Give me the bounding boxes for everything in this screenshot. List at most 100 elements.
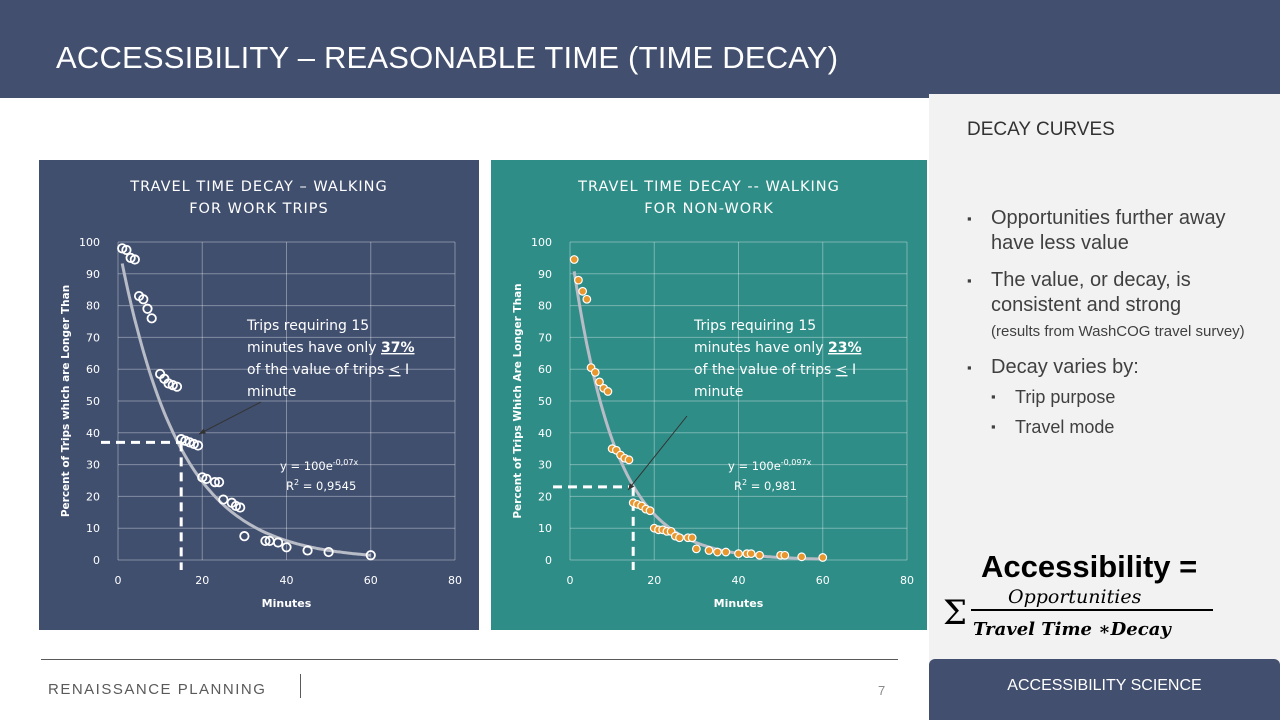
data-point — [704, 546, 714, 555]
data-point — [687, 533, 697, 543]
y-tick-label: 80 — [538, 300, 552, 313]
section-label: ACCESSIBILITY SCIENCE — [929, 659, 1280, 720]
data-point — [171, 381, 183, 392]
annotation-line: of the value of trips < I — [247, 362, 409, 378]
sidebar-panel: DECAY CURVES Opportunities further away … — [929, 94, 1280, 720]
section-label-text: ACCESSIBILITY SCIENCE — [1007, 677, 1202, 694]
data-point — [235, 502, 246, 513]
x-tick-label: 20 — [195, 574, 209, 587]
y-tick-label: 10 — [538, 522, 552, 535]
annotation-percent: 37% — [381, 340, 415, 356]
x-tick-label: 80 — [900, 574, 914, 587]
y-tick-label: 0 — [93, 554, 100, 567]
data-point — [129, 254, 140, 265]
bullet-note: (results from WashCOG travel survey) — [991, 323, 1245, 340]
x-tick-label: 60 — [816, 574, 830, 587]
data-point — [721, 547, 731, 557]
annotation-le: < — [836, 362, 848, 378]
data-point — [713, 547, 722, 557]
chart-title-line: TRAVEL TIME DECAY – WALKING — [129, 179, 388, 195]
chart-work-svg: TRAVEL TIME DECAY – WALKING FOR WORK TRIP… — [60, 179, 462, 610]
bullet-list: Opportunities further away have less val… — [967, 206, 1257, 450]
data-point — [780, 550, 790, 560]
data-point — [578, 286, 588, 296]
trend-exponent: -0,07x — [333, 458, 359, 467]
data-point — [734, 549, 743, 559]
x-tick-label: 40 — [280, 574, 294, 587]
trendline — [572, 271, 823, 561]
data-point — [214, 476, 225, 488]
brand-logo-text: RENAISSANCE PLANNING — [48, 681, 267, 698]
data-point — [574, 275, 583, 285]
data-point — [590, 367, 600, 377]
accessibility-formula: Accessibility = Σ Opportunities Travel T… — [943, 549, 1213, 640]
data-point — [302, 545, 313, 556]
bullet-text: The value, or decay, is consistent and s… — [991, 269, 1191, 316]
x-axis-label: Minutes — [262, 597, 312, 610]
data-point — [582, 294, 592, 304]
annotation-line: minute — [247, 384, 296, 400]
formula-numerator: Opportunities — [1008, 586, 1142, 608]
x-tick-label: 0 — [115, 574, 122, 587]
data-point — [691, 544, 701, 554]
r-squared-sup: 2 — [294, 478, 299, 487]
annotation-line: Trips requiring 15 — [246, 318, 369, 334]
y-tick-label: 70 — [538, 331, 552, 344]
y-tick-label: 30 — [86, 459, 100, 472]
x-tick-label: 40 — [732, 574, 746, 587]
y-tick-label: 40 — [86, 427, 100, 440]
data-point — [595, 377, 604, 387]
chart-non-work-trips: TRAVEL TIME DECAY -- WALKING FOR NON-WORK… — [491, 160, 927, 630]
y-tick-label: 30 — [538, 459, 552, 472]
annotation-le: < — [389, 362, 401, 378]
r-squared-value: = 0,981 — [747, 479, 797, 493]
y-tick-label: 50 — [538, 395, 552, 408]
footer-divider — [41, 659, 898, 660]
data-point — [365, 550, 376, 561]
bullet-text: Decay varies by: — [991, 356, 1139, 378]
data-point — [146, 313, 157, 324]
annotation-arrow — [198, 401, 262, 435]
bullet-text: Opportunities further away have less val… — [991, 207, 1226, 254]
sub-bullet-item: Travel mode — [991, 416, 1257, 438]
y-tick-label: 60 — [538, 363, 552, 376]
data-point — [239, 531, 250, 542]
annotation-arrowhead — [628, 483, 635, 490]
annotation-arrow — [627, 415, 688, 491]
chart-title-line: TRAVEL TIME DECAY -- WALKING — [577, 179, 840, 195]
y-tick-label: 20 — [86, 490, 100, 503]
bullet-item: Opportunities further away have less val… — [967, 206, 1257, 256]
trend-equation: y = 100e-0,097x — [728, 458, 812, 473]
page-number: 7 — [878, 683, 886, 698]
x-tick-label: 20 — [647, 574, 661, 587]
y-tick-label: 20 — [538, 490, 552, 503]
y-axis-label: Percent of Trips Which Are Longer Than — [512, 283, 524, 518]
chart-title-line: FOR WORK TRIPS — [189, 201, 329, 217]
annotation-line: Trips requiring 15 — [693, 318, 816, 334]
data-point — [818, 553, 828, 562]
formula-denominator: Travel Time ∗Decay — [973, 619, 1172, 640]
y-tick-label: 50 — [86, 395, 100, 408]
data-point — [218, 494, 229, 505]
chart-non-work-svg: TRAVEL TIME DECAY -- WALKING FOR NON-WORK… — [512, 179, 914, 610]
y-tick-label: 40 — [538, 427, 552, 440]
data-point — [746, 549, 756, 559]
data-point — [260, 535, 271, 547]
annotation-line: minutes have only 23% — [694, 340, 862, 356]
y-tick-label: 100 — [531, 236, 552, 249]
data-point — [797, 552, 807, 562]
annotation-tail: I — [848, 362, 857, 378]
data-point — [569, 255, 579, 264]
annotation-tail: I — [401, 362, 410, 378]
bullet-item: Decay varies by: Trip purpose Travel mod… — [967, 355, 1257, 438]
x-tick-label: 80 — [448, 574, 462, 587]
annotation-line: minutes have only 37% — [247, 340, 415, 356]
slide-header: ACCESSIBILITY – REASONABLE TIME (TIME DE… — [0, 0, 1280, 98]
data-point — [201, 473, 212, 485]
trend-equation: y = 100e-0,07x — [280, 458, 358, 473]
y-tick-label: 100 — [79, 236, 100, 249]
sub-bullet-list: Trip purpose Travel mode — [991, 386, 1257, 438]
x-tick-label: 60 — [364, 574, 378, 587]
data-point — [323, 546, 334, 558]
formula-sigma: Σ — [943, 593, 967, 633]
